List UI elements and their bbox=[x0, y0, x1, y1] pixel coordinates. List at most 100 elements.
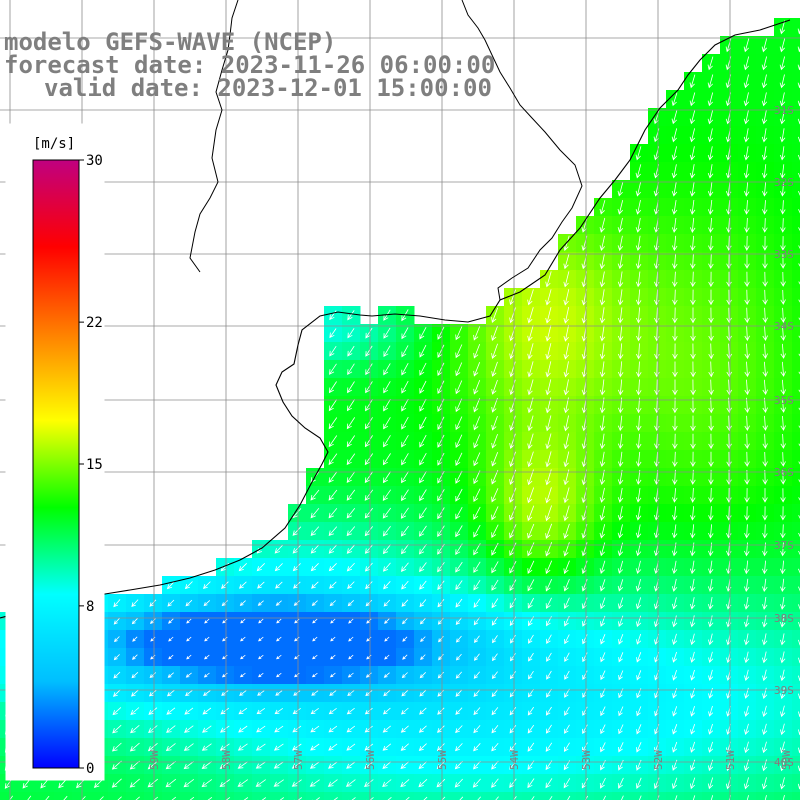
wind-arrow bbox=[347, 363, 355, 376]
wind-arrow bbox=[112, 689, 121, 697]
wind-arrow bbox=[419, 507, 427, 519]
wind-arrow bbox=[545, 361, 552, 378]
wind-arrow bbox=[418, 761, 428, 770]
wind-arrow bbox=[365, 599, 373, 607]
wind-arrow bbox=[762, 615, 768, 628]
wind-arrow bbox=[509, 778, 517, 788]
wind-arrow bbox=[419, 398, 427, 412]
wind-arrow bbox=[309, 761, 320, 769]
wind-arrow bbox=[617, 361, 624, 378]
wind-arrow bbox=[563, 523, 570, 539]
wind-arrow bbox=[761, 74, 768, 89]
wind-cell bbox=[360, 792, 379, 800]
wind-arrow bbox=[509, 597, 517, 609]
wind-arrow bbox=[617, 235, 624, 252]
wind-arrow bbox=[564, 706, 570, 716]
wind-arrow bbox=[798, 209, 800, 214]
wind-arrow bbox=[455, 452, 463, 466]
wind-arrow bbox=[762, 433, 768, 449]
wind-arrow bbox=[635, 182, 641, 197]
wind-arrow bbox=[726, 487, 732, 503]
wind-arrow bbox=[744, 217, 750, 233]
wind-arrow bbox=[527, 433, 534, 450]
wind-arrow bbox=[617, 415, 624, 432]
wind-arrow bbox=[762, 343, 768, 360]
wind-arrow bbox=[384, 654, 390, 660]
wind-arrow bbox=[382, 707, 391, 715]
latitude-label: 34S bbox=[774, 320, 794, 333]
wind-arrow bbox=[635, 271, 642, 288]
wind-arrow bbox=[384, 796, 392, 800]
wind-arrow bbox=[635, 146, 642, 161]
colorbar-gradient bbox=[32, 159, 80, 769]
wind-arrow bbox=[401, 471, 409, 484]
wind-arrow bbox=[312, 654, 318, 660]
wind-arrow bbox=[672, 253, 678, 270]
wind-arrow bbox=[690, 506, 696, 521]
wind-arrow bbox=[273, 761, 284, 769]
wind-arrow bbox=[585, 795, 589, 800]
wind-arrow bbox=[708, 723, 714, 735]
wind-arrow bbox=[545, 579, 553, 592]
wind-arrow bbox=[762, 578, 768, 593]
wind-arrow bbox=[563, 433, 570, 450]
wind-arrow bbox=[455, 653, 462, 661]
wind-arrow bbox=[617, 271, 624, 288]
wind-arrow bbox=[348, 654, 354, 660]
wind-arrow bbox=[672, 741, 678, 753]
wind-arrow bbox=[708, 217, 714, 233]
wind-cell bbox=[594, 792, 613, 800]
wind-arrow bbox=[764, 795, 767, 800]
wind-arrow bbox=[761, 146, 768, 161]
colorbar-unit: [m/s] bbox=[33, 136, 75, 152]
wind-arrow bbox=[402, 654, 408, 660]
wind-arrow bbox=[400, 525, 409, 537]
wind-arrow bbox=[636, 415, 642, 432]
wind-arrow bbox=[762, 361, 768, 378]
wind-cell bbox=[792, 180, 800, 199]
wind-arrow bbox=[708, 271, 714, 288]
wind-arrow bbox=[437, 725, 445, 733]
wind-arrow bbox=[346, 489, 356, 501]
wind-arrow bbox=[509, 524, 517, 539]
wind-arrow bbox=[762, 524, 768, 539]
wind-arrow bbox=[150, 654, 156, 660]
wind-arrow bbox=[779, 146, 786, 161]
wind-arrow bbox=[708, 433, 714, 450]
wind-arrow bbox=[113, 654, 120, 661]
wind-cell bbox=[414, 792, 433, 800]
wind-arrow bbox=[726, 271, 732, 288]
wind-cell bbox=[792, 216, 800, 235]
wind-arrow bbox=[726, 361, 732, 378]
wind-arrow bbox=[672, 724, 678, 735]
wind-arrow bbox=[171, 796, 177, 800]
wind-arrow bbox=[328, 707, 337, 715]
wind-arrow bbox=[690, 415, 696, 432]
wind-arrow bbox=[599, 524, 606, 539]
wind-cell bbox=[234, 792, 253, 800]
wind-arrow bbox=[545, 505, 552, 522]
wind-arrow bbox=[762, 560, 768, 575]
wind-arrow bbox=[690, 723, 696, 735]
wind-arrow bbox=[473, 561, 481, 573]
wind-arrow bbox=[382, 525, 391, 537]
wind-cell bbox=[792, 450, 800, 469]
wind-arrow bbox=[364, 526, 374, 537]
longitude-label: 55W bbox=[436, 750, 449, 770]
wind-arrow bbox=[186, 618, 192, 624]
wind-arrow bbox=[167, 599, 175, 607]
wind-arrow bbox=[274, 544, 284, 554]
wind-arrow bbox=[599, 271, 606, 288]
wind-arrow bbox=[455, 617, 463, 626]
wind-arrow bbox=[779, 777, 786, 790]
wind-cell bbox=[792, 540, 800, 559]
wind-arrow bbox=[690, 433, 696, 450]
wind-arrow bbox=[114, 636, 120, 643]
wind-arrow bbox=[455, 743, 463, 752]
wind-arrow bbox=[780, 236, 786, 251]
wind-arrow bbox=[111, 778, 122, 788]
wind-arrow bbox=[239, 672, 246, 678]
wind-arrow bbox=[455, 671, 463, 679]
wind-arrow bbox=[744, 741, 750, 754]
wind-arrow bbox=[328, 563, 337, 572]
